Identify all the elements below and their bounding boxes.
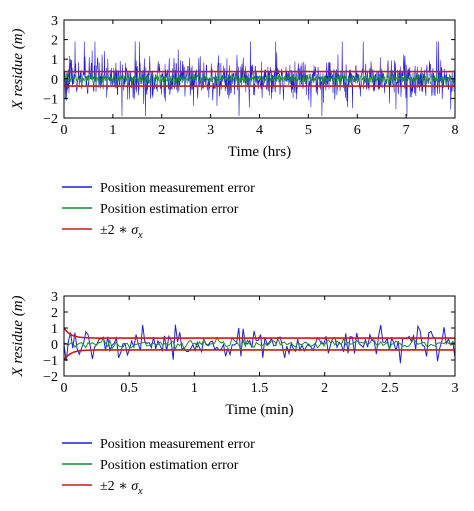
top-x-tick-label: 2 [158,123,165,138]
top-x-tick-label: 3 [207,123,214,138]
bottom-y-tick-label: −2 [43,370,58,385]
bottom-legend-label-sigma: ±2 ∗ σx [100,479,143,497]
top-x-axis-label: Time (hrs) [228,144,291,160]
top-y-tick-label: −2 [43,112,58,127]
top-legend-label-estimation: Position estimation error [100,202,239,217]
top-series-estimation-error [64,72,455,85]
top-y-tick-label: 1 [51,53,58,68]
top-x-tick-label: 8 [452,123,459,138]
bottom-y-axis-label: X residue (m) [10,295,26,377]
top-chart: 0 1 2 3 4 5 6 7 8 −2 −1 0 1 2 3 Time (hrs) X residue (m)… [10,14,459,241]
bottom-series-estimation-error [64,336,455,353]
bottom-legend: Position measurement error Position estim… [62,437,255,497]
top-plot-area [64,41,455,117]
bottom-series-sigma-bound-upper [64,327,455,339]
top-y-tick-label: 2 [51,34,58,49]
bottom-y-tick-label: 2 [51,306,58,321]
bottom-series-sigma-bound-lower [64,349,455,361]
top-x-tick-label: 5 [305,123,312,138]
bottom-x-axis-label: Time (min) [225,402,293,418]
bottom-plot-area [64,324,455,364]
bottom-x-tick-label: 3 [452,381,459,396]
top-y-tick-label: 0 [51,73,58,88]
top-x-tick-label: 4 [256,123,263,138]
bottom-x-tick-label: 1 [191,381,198,396]
bottom-y-tick-label: 1 [51,322,58,337]
bottom-plot-frame [63,295,456,377]
top-x-tick-label: 1 [109,123,116,138]
top-legend: Position measurement error Position estim… [62,181,255,241]
bottom-x-tick-label: 2.5 [381,381,399,396]
bottom-y-tick-label: −1 [43,354,58,369]
bottom-y-tick-label: 0 [51,338,58,353]
top-series-measurement-error [64,41,455,117]
top-y-tick-label: −1 [43,92,58,107]
bottom-legend-label-estimation: Position estimation error [100,458,239,473]
bottom-x-tick-label: 1.5 [251,381,269,396]
bottom-x-tick-label: 0.5 [120,381,138,396]
top-y-tick-label: 3 [51,14,58,29]
bottom-x-tick-label: 2 [321,381,328,396]
top-x-tick-label: 6 [354,123,361,138]
top-y-axis-label: X residue (m) [10,28,26,110]
bottom-legend-label-measurement: Position measurement error [100,437,255,452]
bottom-x-tick-label: 0 [61,381,68,396]
top-x-tick-label: 0 [61,123,68,138]
bottom-y-tick-label: 3 [51,290,58,305]
bottom-series-measurement-error [64,324,455,364]
top-legend-label-measurement: Position measurement error [100,181,255,196]
top-legend-label-sigma: ±2 ∗ σx [100,223,143,241]
top-x-tick-label: 7 [403,123,410,138]
